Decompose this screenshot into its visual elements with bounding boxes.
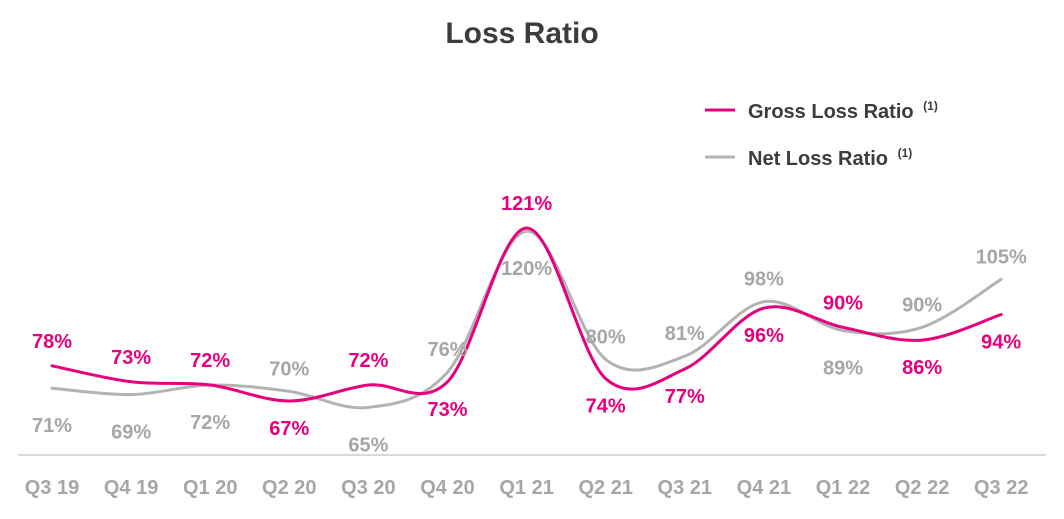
net-loss-ratio-label: 71%: [32, 415, 72, 437]
net-loss-ratio-label: 65%: [348, 434, 388, 456]
gross-loss-ratio-label: 96%: [744, 325, 784, 347]
net-loss-ratio-label: 69%: [111, 422, 151, 444]
gross-loss-ratio-label: 73%: [427, 399, 467, 421]
series-lines: [50, 226, 1003, 410]
chart-title: Loss Ratio: [445, 17, 598, 50]
x-tick-label: Q2 21: [578, 477, 632, 499]
x-tick-label: Q3 20: [341, 477, 395, 499]
gross-loss-ratio-label: 77%: [665, 386, 705, 408]
x-tick-label: Q3 19: [25, 477, 79, 499]
x-tick-label: Q4 19: [104, 477, 158, 499]
x-tick-label: Q1 22: [816, 477, 870, 499]
gross-loss-ratio-label: 90%: [823, 292, 863, 314]
x-tick-label: Q1 21: [499, 477, 553, 499]
gross-loss-ratio-label: 73%: [111, 347, 151, 369]
net-loss-ratio-label: 80%: [586, 326, 626, 348]
x-tick-label: Q3 21: [658, 477, 712, 499]
legend: Gross Loss Ratio (1) Net Loss Ratio (1): [705, 99, 938, 170]
x-tick-label: Q2 20: [262, 477, 316, 499]
legend-label-gross: Gross Loss Ratio (1): [748, 99, 938, 123]
net-loss-ratio-line: [50, 229, 1003, 410]
x-axis-ticks: Q3 19 Q4 19 Q1 20 Q2 20 Q3 20 Q4 20 Q1 21 Q2 21…: [25, 477, 1029, 499]
net-loss-ratio-label: 70%: [269, 358, 309, 380]
net-loss-ratio-label: 89%: [823, 358, 863, 380]
data-labels: 71% 69% 72% 70% 65% 76% 120% 80% 81% 98% 89% 90% 105…: [32, 193, 1027, 456]
net-loss-ratio-label: 120%: [501, 258, 552, 280]
x-tick-label: Q4 21: [737, 477, 791, 499]
x-tick-label: Q1 20: [183, 477, 237, 499]
gross-loss-ratio-label: 74%: [586, 396, 626, 418]
gross-loss-ratio-label: 72%: [348, 350, 388, 372]
net-loss-ratio-label: 72%: [190, 412, 230, 434]
gross-loss-ratio-line: [50, 226, 1003, 403]
gross-loss-ratio-label: 78%: [32, 331, 72, 353]
gross-loss-ratio-label: 94%: [981, 332, 1021, 354]
x-tick-label: Q3 22: [974, 477, 1028, 499]
gross-loss-ratio-label: 86%: [902, 357, 942, 379]
net-loss-ratio-label: 105%: [976, 246, 1027, 268]
legend-label-net: Net Loss Ratio (1): [748, 146, 912, 170]
net-loss-ratio-label: 90%: [902, 294, 942, 316]
net-loss-ratio-label: 98%: [744, 269, 784, 291]
gross-loss-ratio-label: 121%: [501, 193, 552, 215]
net-loss-ratio-label: 81%: [665, 323, 705, 345]
gross-loss-ratio-label: 67%: [269, 418, 309, 440]
gross-loss-ratio-label: 72%: [190, 350, 230, 372]
x-tick-label: Q2 22: [895, 477, 949, 499]
net-loss-ratio-label: 76%: [427, 339, 467, 361]
x-tick-label: Q4 20: [420, 477, 474, 499]
